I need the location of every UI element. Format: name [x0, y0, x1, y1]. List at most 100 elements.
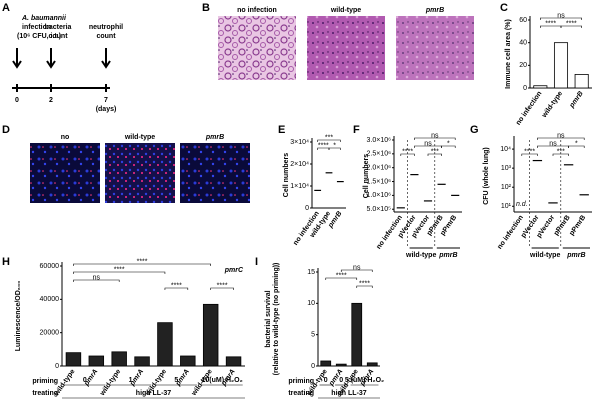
treating-value: high LL-37: [331, 390, 366, 397]
y-tick-label: 10¹: [501, 203, 512, 210]
significance-label: ****: [318, 142, 329, 149]
y-tick-label: 2.5×10⁶: [367, 151, 392, 158]
significance-bracket: [521, 153, 538, 156]
panel-label: F: [353, 124, 360, 136]
group-label: pmrB: [566, 252, 585, 259]
y-tick-label: 60000: [40, 263, 60, 270]
significance-label: ns: [557, 12, 565, 19]
bar: [574, 74, 589, 89]
x-tick-label: no infection: [515, 90, 543, 127]
histology-image: [396, 16, 474, 80]
significance-label: ***: [557, 148, 565, 155]
significance-label: ****: [545, 20, 556, 27]
significance-bracket: [540, 17, 582, 20]
x-tick-label: wild-type: [540, 90, 564, 120]
y-tick-label: 40000: [40, 296, 60, 303]
significance-bracket: [73, 271, 166, 274]
significance-label: ****: [336, 272, 347, 279]
significance-bracket: [427, 153, 442, 156]
significance-label: ****: [217, 282, 228, 289]
significance-label: ****: [566, 20, 577, 27]
fluorescence-image: [105, 143, 175, 203]
y-tick-label: 0: [305, 205, 309, 212]
bar: [351, 302, 363, 367]
timeline-title: A. baumannii: [21, 15, 67, 22]
row-label: priming: [288, 378, 314, 385]
y-tick-label: 10⁴: [500, 146, 511, 153]
significance-label: ns: [353, 264, 361, 271]
y-tick-label: 0: [311, 363, 315, 370]
y-tick-label: 15: [307, 269, 315, 276]
timeline-event: bacteria: [45, 24, 72, 31]
row-label: treating: [32, 390, 58, 397]
bar: [366, 362, 378, 367]
significance-bracket: [164, 287, 189, 290]
y-tick-label: 3×10⁴: [290, 139, 309, 146]
panel-label: E: [278, 124, 285, 136]
y-axis-label: Cell numbers: [363, 154, 370, 198]
y-tick-label: 1×10⁴: [290, 183, 309, 190]
bar: [65, 352, 82, 367]
panel-label: H: [2, 256, 10, 268]
significance-label: ****: [171, 282, 182, 289]
fluorescence-image: [30, 143, 100, 203]
significance-label: *: [447, 140, 450, 147]
priming-value: 1: [129, 377, 133, 384]
timeline-text: (10⁶ CFU, i.t.): [17, 33, 61, 40]
significance-label: ***: [431, 148, 439, 155]
significance-bracket: [325, 277, 358, 280]
significance-label: ****: [359, 280, 370, 287]
y-tick-label: 0: [523, 85, 527, 92]
bar: [180, 355, 196, 367]
priming-value: 0: [339, 377, 343, 384]
day-unit: (days): [96, 106, 117, 113]
bar: [335, 363, 347, 367]
bar: [88, 355, 105, 367]
significance-label: ****: [114, 266, 125, 273]
x-tick-label: wild-type: [99, 368, 123, 398]
x-tick-label: pmrB: [568, 90, 585, 110]
bar: [225, 356, 242, 367]
panel-label: A: [2, 2, 10, 14]
significance-bracket: [441, 145, 456, 148]
significance-bracket: [328, 147, 341, 150]
histology-image: [307, 16, 385, 80]
y-axis-label: CFU (whole lung): [483, 147, 490, 205]
y-axis-label: (relative to wild-type (no priming)): [273, 263, 280, 376]
significance-label: *: [575, 140, 578, 147]
bar: [157, 322, 173, 367]
significance-label: ns: [93, 274, 101, 281]
fluorescence-image: [180, 143, 250, 203]
timeline-event: count: [48, 33, 68, 40]
significance-bracket: [73, 263, 211, 266]
y-tick-label: 60: [519, 17, 527, 24]
significance-bracket: [414, 137, 456, 140]
y-tick-label: 0: [55, 363, 59, 370]
panel-label: D: [2, 124, 10, 136]
row-label: treating: [288, 390, 314, 397]
timeline-event: count: [96, 33, 116, 40]
day-label: 0: [15, 97, 19, 104]
panel-label: B: [202, 2, 210, 14]
significance-bracket: [317, 139, 341, 142]
row-label: priming: [32, 378, 58, 385]
y-tick-label: 2.0×10⁶: [367, 165, 392, 172]
y-tick-label: 1.5×10⁶: [367, 178, 392, 185]
significance-label: ns: [431, 132, 439, 139]
significance-label: ****: [137, 258, 148, 265]
significance-label: ns: [424, 140, 432, 147]
y-tick-label: 10: [307, 300, 315, 307]
priming-value: 0: [324, 377, 328, 384]
significance-bracket: [73, 279, 120, 282]
group-label: wild-type: [529, 252, 560, 259]
timeline-text: infection: [22, 24, 51, 31]
significance-label: *: [333, 142, 336, 149]
bar: [134, 356, 150, 367]
image-label: pmrB: [205, 134, 224, 141]
priming-value: 5 (uM) H₂O₂: [345, 377, 384, 384]
significance-label: ns: [549, 140, 557, 147]
y-axis-label: Luminescence/OD₆₀₀: [15, 281, 22, 352]
day-label: 2: [49, 97, 53, 104]
x-tick-label: no infection: [496, 214, 524, 251]
y-tick-label: 10²: [501, 184, 512, 191]
